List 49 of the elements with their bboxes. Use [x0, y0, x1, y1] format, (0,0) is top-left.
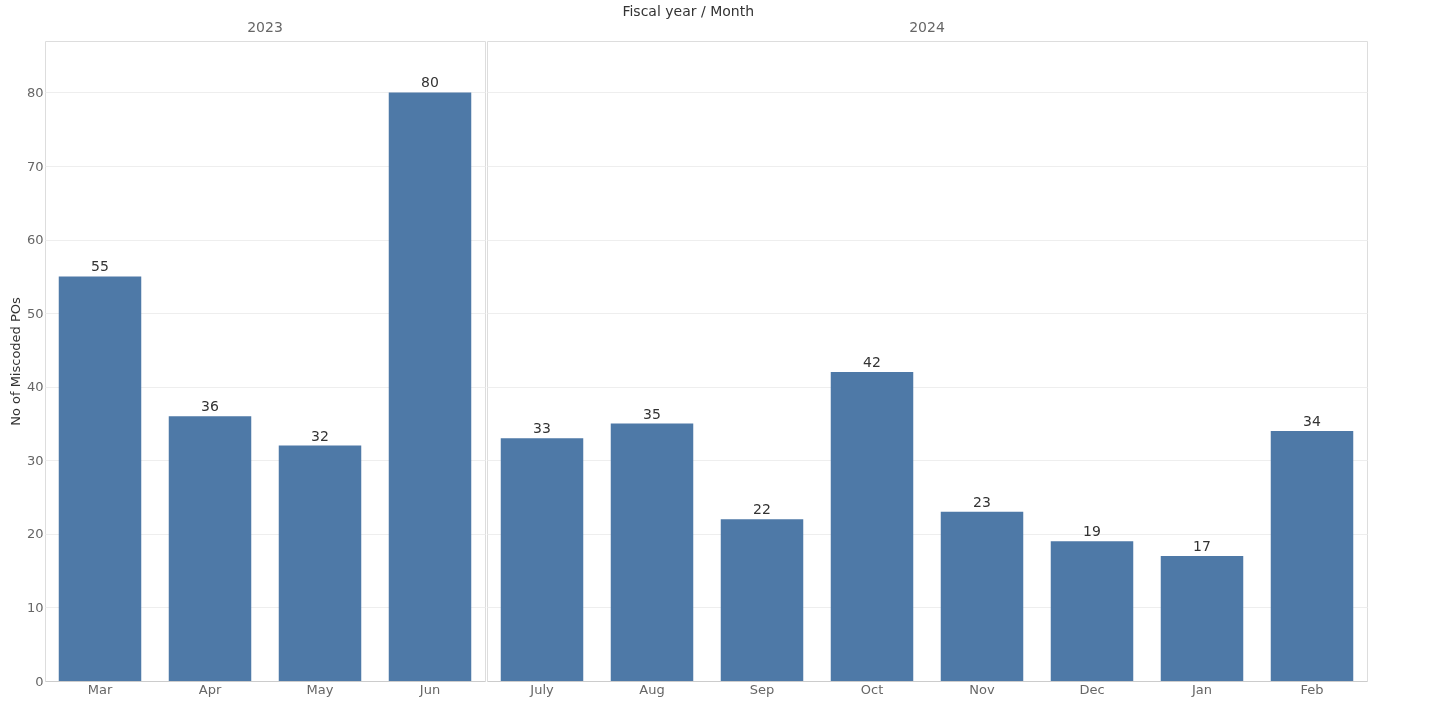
bar [278, 445, 362, 681]
y-tick-label: 60 [26, 232, 44, 248]
x-tick-label: Feb [1300, 681, 1324, 697]
y-tick-label: 0 [35, 673, 44, 689]
bar [1050, 541, 1134, 681]
data-label: 35 [643, 405, 661, 422]
bar [1270, 430, 1354, 681]
y-tick-label: 80 [26, 84, 44, 100]
y-tick-label: 40 [26, 379, 44, 395]
y-tick-label: 10 [26, 599, 44, 615]
x-tick-label: May [306, 681, 334, 697]
bar [940, 511, 1024, 681]
chart-subtitle: 2023 [247, 19, 283, 35]
chart-subtitle: 2024 [909, 19, 945, 35]
y-tick-label: 20 [26, 526, 44, 542]
x-tick-label: Dec [1079, 681, 1105, 697]
data-label: 34 [1303, 412, 1321, 429]
bar [500, 438, 584, 681]
x-tick-label: Nov [969, 681, 995, 697]
x-tick-label: Oct [860, 681, 884, 697]
x-tick-label: Aug [639, 681, 665, 697]
x-tick-label: Jun [418, 681, 441, 697]
data-label: 42 [863, 354, 881, 371]
x-tick-label: Jan [1190, 681, 1213, 697]
x-tick-label: July [529, 681, 554, 697]
bar [58, 276, 142, 681]
y-tick-label: 50 [26, 305, 44, 321]
data-label: 17 [1193, 537, 1211, 554]
x-tick-label: Mar [87, 681, 113, 697]
bar [1160, 555, 1244, 681]
chart-title: Fiscal year / Month [622, 2, 755, 19]
bar [720, 519, 804, 681]
data-label: 55 [91, 258, 109, 275]
data-label: 19 [1083, 523, 1101, 540]
y-tick-label: 30 [26, 452, 44, 468]
data-label: 23 [973, 493, 991, 510]
data-label: 32 [311, 427, 329, 444]
data-label: 80 [421, 74, 439, 91]
bar [168, 416, 252, 681]
y-axis-title: No of Miscoded POs [7, 296, 23, 426]
bar [830, 372, 914, 681]
x-tick-label: Apr [198, 681, 222, 697]
data-label: 33 [533, 420, 551, 437]
bar [388, 92, 472, 681]
data-label: 22 [753, 501, 771, 518]
y-tick-label: 70 [26, 158, 44, 174]
bar [610, 423, 694, 681]
data-label: 36 [201, 398, 219, 415]
x-tick-label: Sep [749, 681, 775, 697]
